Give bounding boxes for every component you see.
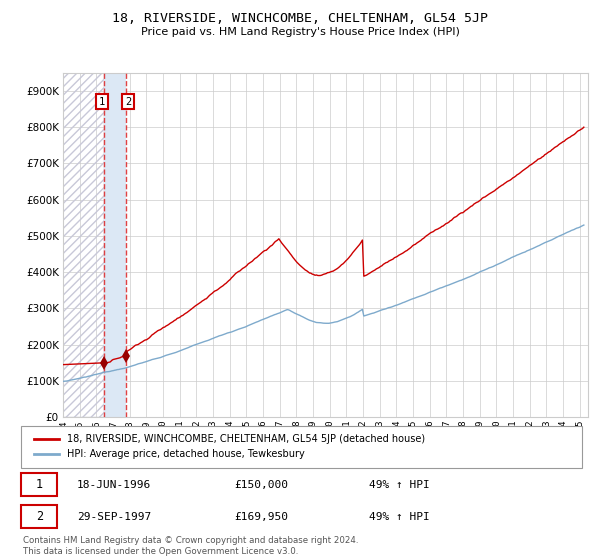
Text: 18-JUN-1996: 18-JUN-1996 [77, 479, 151, 489]
Text: 49% ↑ HPI: 49% ↑ HPI [369, 512, 430, 522]
Text: Price paid vs. HM Land Registry's House Price Index (HPI): Price paid vs. HM Land Registry's House … [140, 27, 460, 37]
Text: 2: 2 [35, 510, 43, 523]
Text: 2: 2 [125, 97, 131, 107]
Legend: 18, RIVERSIDE, WINCHCOMBE, CHELTENHAM, GL54 5JP (detached house), HPI: Average p: 18, RIVERSIDE, WINCHCOMBE, CHELTENHAM, G… [29, 428, 431, 465]
Bar [104, 73, 125, 417]
Text: 29-SEP-1997: 29-SEP-1997 [77, 512, 151, 522]
Text: 49% ↑ HPI: 49% ↑ HPI [369, 479, 430, 489]
Text: Contains HM Land Registry data © Crown copyright and database right 2024.
This d: Contains HM Land Registry data © Crown c… [23, 536, 358, 556]
Text: 1: 1 [99, 97, 105, 107]
FancyBboxPatch shape [21, 473, 58, 496]
Text: £169,950: £169,950 [234, 512, 288, 522]
FancyBboxPatch shape [21, 505, 58, 529]
Text: 1: 1 [35, 478, 43, 491]
Text: 18, RIVERSIDE, WINCHCOMBE, CHELTENHAM, GL54 5JP: 18, RIVERSIDE, WINCHCOMBE, CHELTENHAM, G… [112, 12, 488, 25]
Text: £150,000: £150,000 [234, 479, 288, 489]
